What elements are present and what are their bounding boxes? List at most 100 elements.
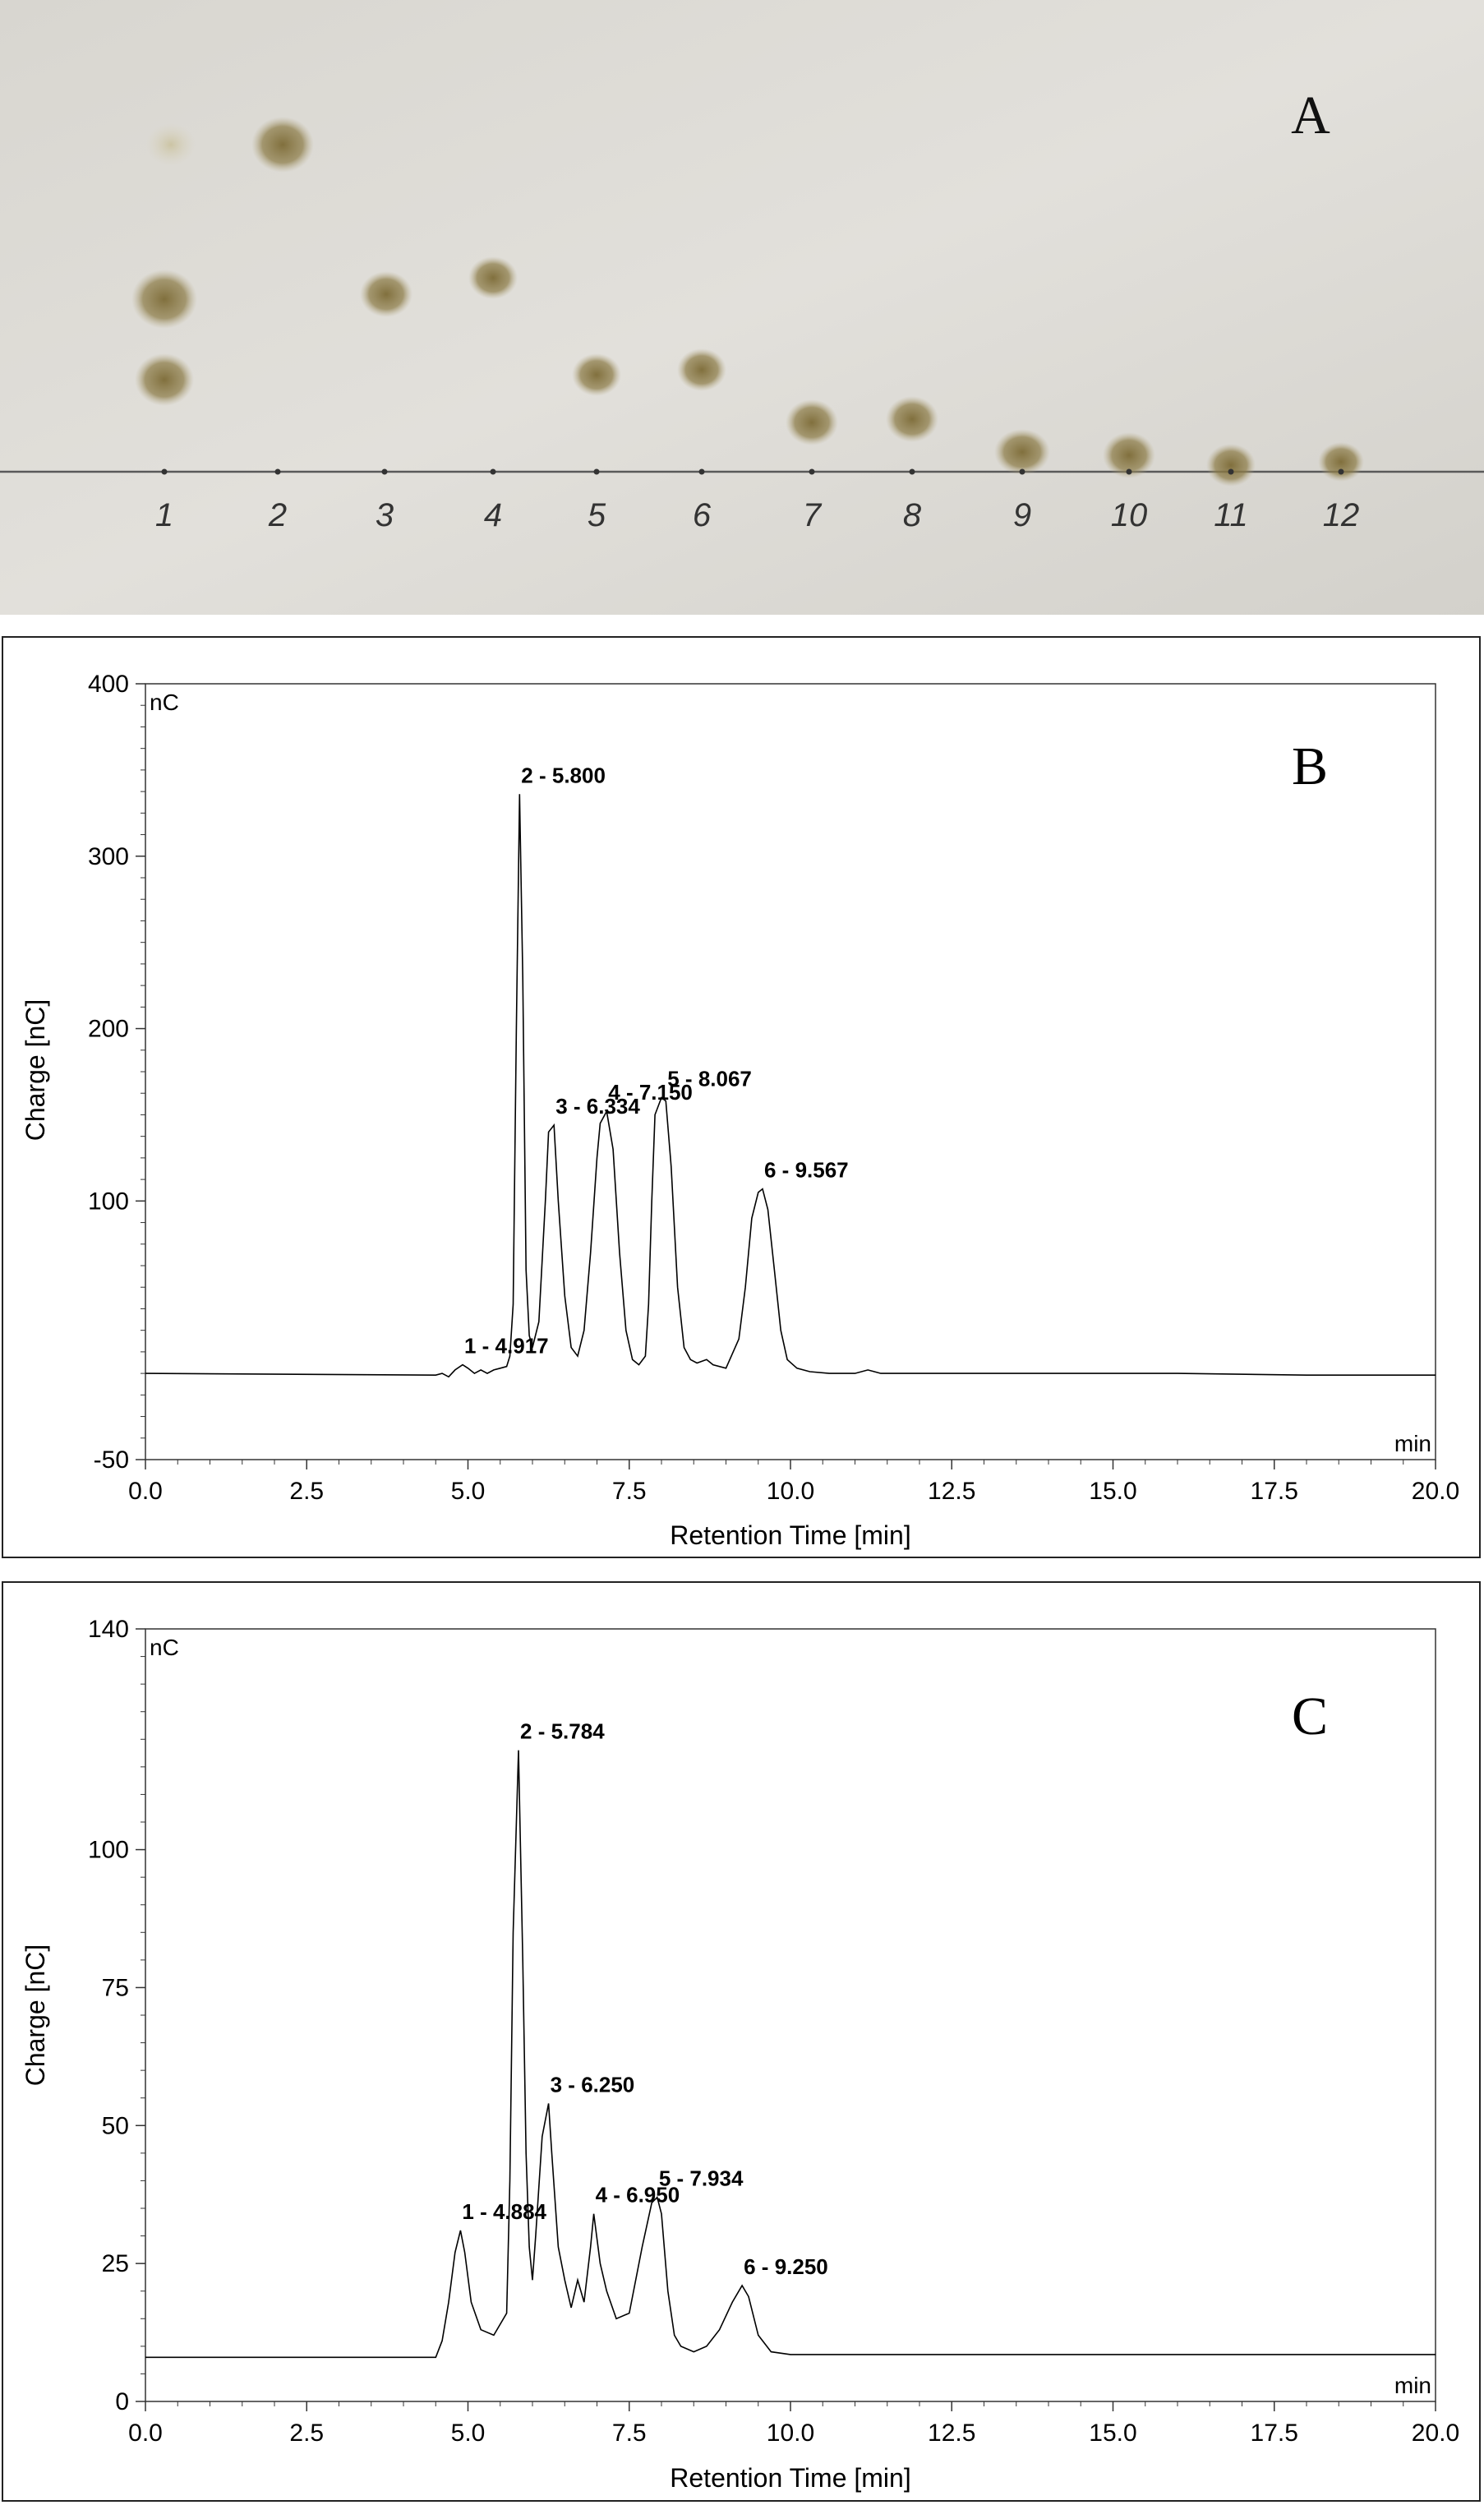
y-tick-label: -50 <box>94 1446 129 1474</box>
chromatogram-b: 0.0 2.5 5.0 7.5 10.0 12.5 15.0 17.5 20.0 -50 100 20… <box>2 636 1481 1558</box>
tlc-origin-mark <box>909 468 915 475</box>
tlc-spot <box>360 271 412 317</box>
tlc-spot <box>1103 432 1155 478</box>
peak-label: 1 - 4.917 <box>464 1334 549 1359</box>
peak-label: 1 - 4.884 <box>462 2199 546 2224</box>
x-tick-label: 10.0 <box>767 2420 814 2447</box>
x-unit-b: min <box>1394 1431 1431 1456</box>
tlc-origin-mark <box>593 468 600 475</box>
tlc-spot <box>994 429 1050 475</box>
peak-label: 2 - 5.800 <box>521 763 606 787</box>
tlc-lane-label: 10 <box>1111 497 1148 533</box>
axes-b: 0.0 2.5 5.0 7.5 10.0 12.5 15.0 17.5 20.0 -50 100 20… <box>88 671 1459 1505</box>
tlc-spot <box>131 270 197 329</box>
x-tick-label: 0.0 <box>128 1478 163 1505</box>
panel-c-frame <box>2 1581 1481 2502</box>
tlc-lane-label: 4 <box>484 497 502 533</box>
tlc-origin-mark <box>274 468 281 475</box>
tlc-lane-labels: 1 2 3 4 5 6 7 8 9 10 11 12 <box>155 468 1360 533</box>
x-tick-label: 7.5 <box>612 1478 647 1505</box>
y-axis-label-b: Charge [nC] <box>21 999 50 1142</box>
tlc-lane-label: 1 <box>155 497 173 533</box>
tlc-origin-mark <box>161 468 168 475</box>
tlc-origin-mark <box>698 468 705 475</box>
x-tick-label: 20.0 <box>1412 1478 1459 1505</box>
tlc-spot <box>572 353 621 396</box>
peak-label: 3 - 6.250 <box>551 2072 635 2097</box>
peak-label: 5 - 7.934 <box>659 2166 744 2191</box>
axes-c: 0.0 2.5 5.0 7.5 10.0 12.5 15.0 17.5 20.0 0 25 50 75 1… <box>88 1616 1459 2447</box>
peak-label: 4 - 7.150 <box>608 1080 693 1105</box>
tlc-spot <box>135 353 194 406</box>
peak-label: 2 - 5.784 <box>520 1719 605 1744</box>
tlc-lane-label: 8 <box>903 497 922 533</box>
panel-label-b: B <box>1292 736 1328 796</box>
tlc-plate-background <box>0 0 1484 615</box>
tlc-origin-mark <box>1338 468 1344 475</box>
tlc-origin-mark <box>1126 468 1132 475</box>
x-tick-label: 2.5 <box>289 1478 324 1505</box>
tlc-spot <box>1206 444 1256 487</box>
panel-label-a: A <box>1291 85 1330 145</box>
x-tick-label: 17.5 <box>1251 2420 1298 2447</box>
tlc-lane-label: 3 <box>376 497 394 533</box>
x-tick-label: 17.5 <box>1251 1478 1298 1505</box>
x-tick-label: 5.0 <box>451 2420 486 2447</box>
panel-label-c: C <box>1292 1686 1328 1746</box>
y-tick-label: 25 <box>102 2250 129 2277</box>
tlc-spot <box>251 117 314 173</box>
y-unit-c: nC <box>150 1635 179 1660</box>
x-tick-label: 10.0 <box>767 1478 814 1505</box>
y-axis-label-c: Charge [nC] <box>21 1944 50 2087</box>
x-tick-label: 12.5 <box>928 1478 975 1505</box>
tlc-origin-mark <box>381 468 388 475</box>
peak-label: 4 - 6.950 <box>596 2183 680 2207</box>
chromatogram-trace-b <box>145 794 1436 1378</box>
y-tick-label: 75 <box>102 1974 129 2001</box>
tlc-lane-label: 2 <box>268 497 287 533</box>
chromatogram-trace-c <box>145 1750 1436 2359</box>
tlc-origin-mark <box>809 468 815 475</box>
tlc-spot <box>146 123 196 166</box>
x-tick-label: 12.5 <box>928 2420 975 2447</box>
tlc-origin-mark <box>490 468 496 475</box>
x-tick-label: 15.0 <box>1089 1478 1136 1505</box>
x-tick-label: 15.0 <box>1089 2420 1136 2447</box>
y-tick-label: 100 <box>88 1188 129 1215</box>
tlc-spot <box>886 396 938 442</box>
tlc-spot <box>1318 442 1364 482</box>
x-tick-label: 20.0 <box>1412 2420 1459 2447</box>
y-unit-b: nC <box>150 690 179 715</box>
tlc-spot <box>468 256 518 299</box>
y-tick-label: 0 <box>115 2388 129 2415</box>
x-unit-c: min <box>1394 2373 1431 2398</box>
x-tick-label: 5.0 <box>451 1478 486 1505</box>
tlc-lane-label: 12 <box>1323 497 1360 533</box>
chromatogram-c: 0.0 2.5 5.0 7.5 10.0 12.5 15.0 17.5 20.0 0 25 50 75 1… <box>2 1581 1481 2502</box>
peak-label: 6 - 9.250 <box>744 2254 828 2279</box>
peak-label: 3 - 6.334 <box>555 1094 640 1119</box>
y-tick-label: 50 <box>102 2112 129 2139</box>
tlc-spot <box>677 348 726 391</box>
panel-b-frame <box>2 636 1481 1558</box>
tlc-plate-panel: 1 2 3 4 5 6 7 8 9 10 11 12 A <box>0 0 1484 615</box>
tlc-lane-label: 6 <box>693 497 712 533</box>
y-tick-label: 400 <box>88 671 129 698</box>
y-tick-label: 200 <box>88 1016 129 1043</box>
x-tick-label: 0.0 <box>128 2420 163 2447</box>
tlc-spots <box>131 117 1364 487</box>
peak-label: 6 - 9.567 <box>764 1158 849 1183</box>
tlc-lane-label: 7 <box>803 497 823 533</box>
x-tick-label: 2.5 <box>289 2420 324 2447</box>
tlc-spot <box>786 399 838 445</box>
tlc-origin-mark <box>1019 468 1025 475</box>
tlc-origin-mark <box>1228 468 1234 475</box>
tlc-lane-label: 11 <box>1214 497 1248 533</box>
tlc-lane-label: 5 <box>588 497 606 533</box>
tlc-lane-label: 9 <box>1013 497 1031 533</box>
x-axis-label-b: Retention Time [min] <box>670 1520 910 1550</box>
y-tick-label: 300 <box>88 843 129 870</box>
peak-label: 5 - 8.067 <box>667 1066 752 1091</box>
